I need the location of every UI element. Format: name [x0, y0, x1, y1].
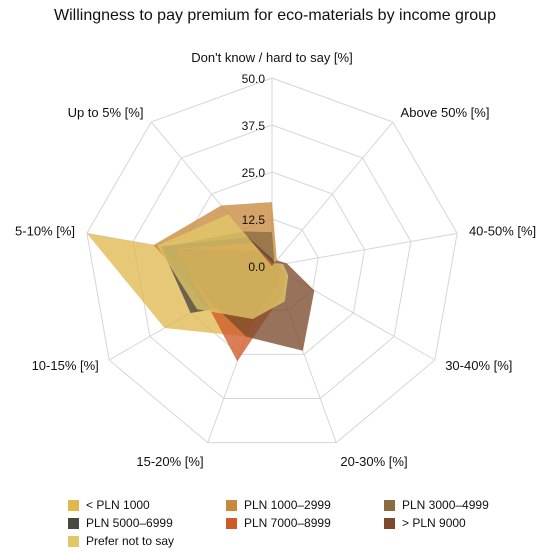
grid-ring — [132, 124, 412, 399]
axis-labels: Don't know / hard to say [%] Above 50% [%… — [15, 50, 536, 469]
axis-label: 30-40% [%] — [445, 358, 512, 373]
axis-label: 10-15% [%] — [32, 358, 99, 373]
grid-ring — [86, 77, 458, 444]
legend-item: Prefer not to say — [68, 533, 174, 549]
legend-swatch — [226, 517, 237, 529]
legend-label: PLN 1000–2999 — [244, 498, 331, 512]
axis-label: Up to 5% [%] — [68, 105, 144, 120]
legend-item: PLN 3000–4999 — [384, 497, 489, 513]
legend-swatch — [68, 535, 79, 547]
series-area — [157, 214, 289, 319]
legend-item: PLN 5000–6999 — [68, 515, 173, 531]
legend-label: < PLN 1000 — [86, 498, 150, 512]
axis-label: 15-20% [%] — [136, 454, 203, 469]
axis-label: 40-50% [%] — [469, 223, 536, 238]
axis-label: 5-10% [%] — [15, 223, 75, 238]
legend-swatch — [226, 499, 237, 511]
legend-item: > PLN 9000 — [384, 515, 466, 531]
axis-label: Don't know / hard to say [%] — [191, 50, 352, 65]
legend-label: PLN 7000–8999 — [244, 516, 331, 530]
legend-swatch — [68, 517, 79, 529]
tick-label: 0.0 — [248, 260, 265, 274]
legend-label: Prefer not to say — [86, 534, 175, 548]
grid-spoke — [271, 232, 458, 267]
legend: < PLN 1000 PLN 1000–2999 PLN 3000–4999 PLN … — [68, 497, 538, 549]
axis-label: 20-30% [%] — [340, 454, 407, 469]
legend-label: PLN 3000–4999 — [402, 498, 489, 512]
legend-swatch — [384, 517, 395, 529]
legend-item: PLN 7000–8999 — [226, 515, 331, 531]
legend-label: > PLN 9000 — [402, 516, 466, 530]
axis-label: Above 50% [%] — [401, 105, 490, 120]
tick-label: 25.0 — [242, 166, 266, 180]
series-areas — [86, 202, 315, 362]
legend-item: PLN 1000–2999 — [226, 497, 331, 513]
legend-swatch — [384, 499, 395, 511]
grid-spoke — [271, 121, 394, 267]
legend-item: < PLN 1000 — [68, 497, 150, 513]
legend-label: PLN 5000–6999 — [86, 516, 173, 530]
radial-tick-labels: 0.0 12.5 25.0 37.5 50.0 — [242, 72, 266, 274]
tick-label: 12.5 — [242, 213, 266, 227]
tick-label: 50.0 — [242, 72, 266, 86]
chart-title: Willingness to pay premium for eco-mater… — [54, 7, 496, 24]
legend-swatch — [68, 499, 79, 511]
tick-label: 37.5 — [242, 119, 266, 133]
